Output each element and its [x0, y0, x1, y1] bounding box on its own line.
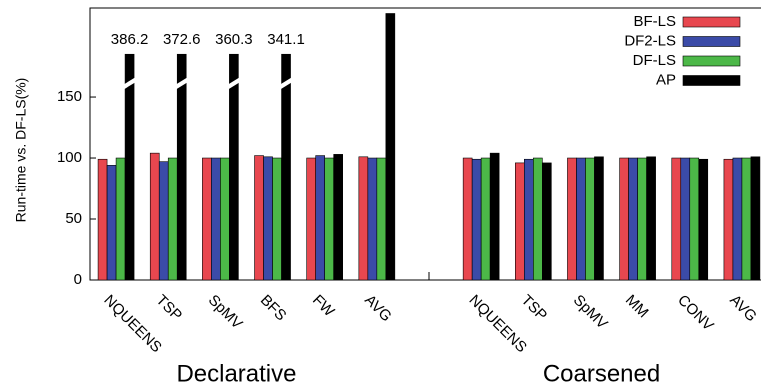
bar	[149, 152, 160, 281]
y-tick-label: 0	[74, 271, 82, 288]
legend-swatch	[682, 16, 741, 28]
y-tick-label: 150	[57, 88, 82, 105]
bar	[628, 157, 638, 281]
x-tick-label: FW	[309, 292, 338, 321]
bar	[176, 53, 187, 281]
bar	[167, 157, 178, 281]
axis-break	[175, 76, 189, 90]
x-tick-label: MM	[622, 292, 652, 322]
bar	[115, 157, 126, 281]
bar	[533, 157, 543, 281]
bar	[106, 165, 117, 281]
bar	[567, 157, 577, 281]
x-tick-label: BFS	[257, 292, 290, 325]
group-label: Coarsened	[543, 360, 660, 387]
bar	[619, 157, 629, 281]
bar	[698, 158, 709, 281]
bar	[723, 158, 734, 281]
bar	[750, 156, 761, 281]
x-tick-label: CONV	[674, 292, 717, 335]
y-axis-label: Run-time vs. DF-LS(%)	[13, 78, 29, 223]
bar	[158, 161, 169, 281]
bar	[671, 157, 682, 281]
bar	[281, 53, 291, 281]
bar	[202, 157, 212, 281]
bar	[576, 157, 586, 281]
x-tick-label: AVG	[361, 292, 395, 326]
bar	[211, 157, 221, 281]
legend-label: AP	[656, 71, 676, 88]
x-tick-label: SpMV	[205, 292, 246, 333]
bar	[324, 157, 334, 281]
legend-label: DF-LS	[633, 52, 676, 69]
bar	[367, 157, 378, 281]
bar	[646, 156, 656, 281]
bar	[480, 157, 491, 281]
bar	[515, 162, 525, 281]
bar	[97, 158, 108, 281]
y-tick-label: 100	[57, 149, 82, 166]
bar	[376, 157, 387, 281]
data-label: 386.2	[111, 31, 149, 48]
bar	[254, 155, 264, 281]
bar	[358, 156, 369, 281]
bar	[315, 155, 325, 281]
bar	[689, 157, 700, 281]
legend-swatch	[682, 75, 741, 86]
bar	[272, 157, 282, 281]
axis-break	[123, 76, 137, 90]
bar	[489, 152, 500, 281]
bar	[220, 157, 230, 281]
bar	[637, 157, 647, 281]
bar	[306, 157, 316, 281]
bar	[732, 157, 743, 281]
x-tick-label: AVG	[726, 292, 760, 326]
axis-break	[227, 76, 241, 90]
bar	[462, 157, 473, 281]
bar	[594, 156, 604, 281]
data-label: 360.3	[215, 31, 253, 48]
bar	[263, 156, 273, 281]
legend-swatch	[682, 55, 741, 67]
bar	[471, 158, 482, 281]
x-tick-label: SpMV	[570, 292, 611, 333]
bar	[741, 157, 752, 281]
bar	[585, 157, 595, 281]
data-label: 372.6	[163, 31, 201, 48]
axis-break	[279, 76, 293, 90]
bar	[524, 158, 534, 281]
bar	[333, 154, 343, 281]
bar	[680, 157, 691, 281]
legend-label: DF2-LS	[624, 32, 676, 49]
bar	[229, 53, 239, 281]
legend-swatch	[682, 36, 741, 47]
bar	[385, 13, 396, 281]
bar	[542, 162, 552, 281]
bar	[124, 53, 135, 281]
y-tick-label: 50	[65, 210, 82, 227]
x-tick-label: TSP	[518, 292, 551, 325]
group-label: Declarative	[176, 360, 296, 387]
legend-label: BF-LS	[633, 13, 676, 30]
data-label: 341.1	[267, 31, 305, 48]
x-tick-label: TSP	[153, 292, 186, 325]
